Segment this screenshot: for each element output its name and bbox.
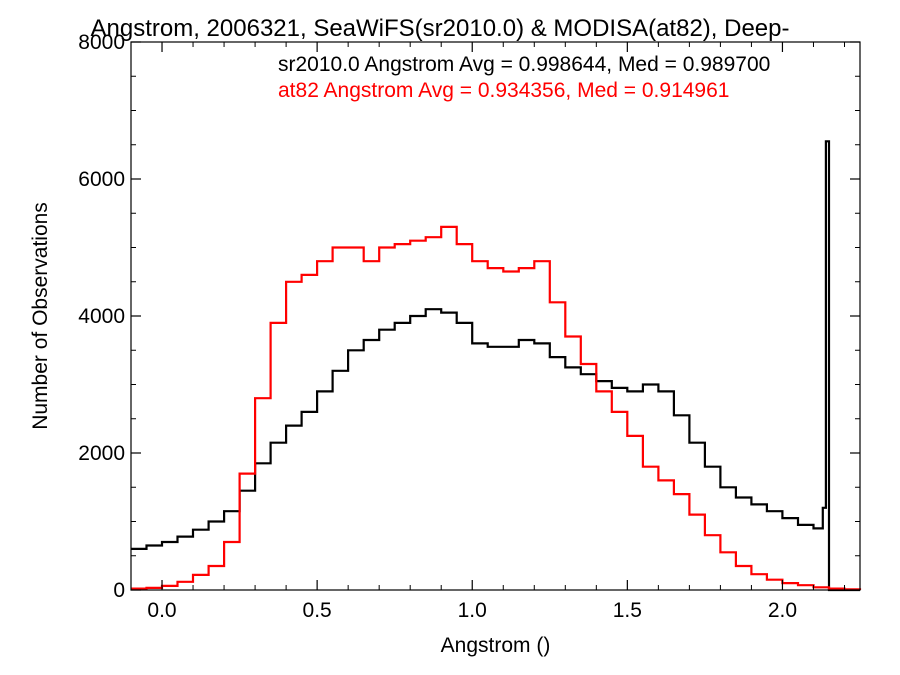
x-tick-label: 2.0 [768, 599, 797, 622]
x-axis-label: Angstrom () [441, 634, 551, 657]
chart-title: Angstrom, 2006321, SeaWiFS(sr2010.0) & M… [91, 15, 790, 42]
x-tick-label: 1.5 [613, 599, 642, 622]
y-tick-label: 2000 [78, 442, 125, 465]
x-tick-label: 0.5 [303, 599, 332, 622]
legend-annotation-at82: at82 Angstrom Avg = 0.934356, Med = 0.91… [278, 79, 729, 102]
y-tick-label: 6000 [78, 168, 125, 191]
legend-annotation-sr2010: sr2010.0 Angstrom Avg = 0.998644, Med = … [278, 53, 770, 76]
x-tick-label: 0.0 [147, 599, 176, 622]
series-line-1 [131, 225, 862, 591]
axes-layer: 0.0 0.5 1.0 1.5 2.0 0 2000 4000 6000 8000 [78, 31, 861, 622]
y-tick-label: 0 [113, 579, 125, 602]
y-tick-label: 8000 [78, 31, 125, 54]
x-tick-label: 1.0 [458, 599, 487, 622]
y-axis-label: Number of Observations [29, 202, 52, 430]
y-tick-label: 4000 [78, 305, 125, 328]
series-layer [131, 140, 862, 592]
